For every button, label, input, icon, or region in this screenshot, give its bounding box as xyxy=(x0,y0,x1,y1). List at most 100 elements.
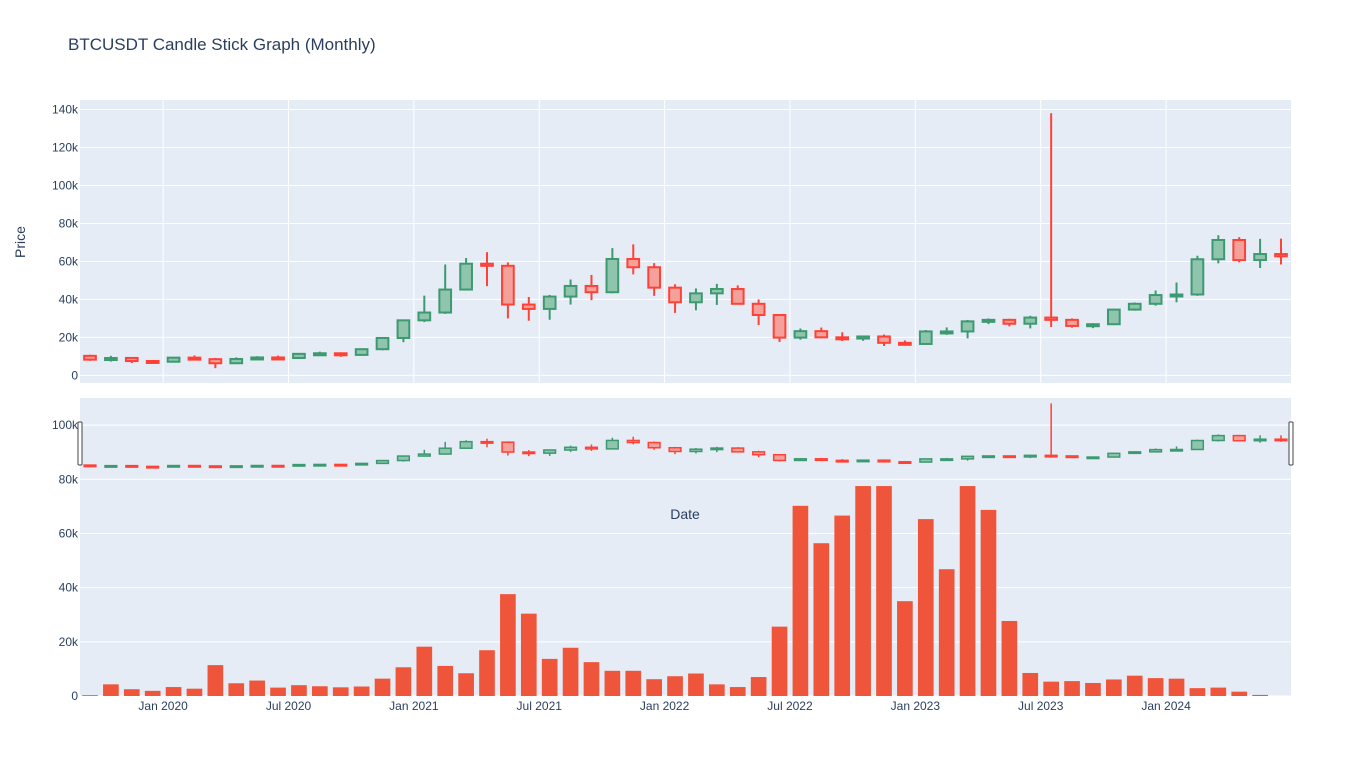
range-slider-left-handle[interactable] xyxy=(77,421,83,466)
mini-candle xyxy=(438,441,452,455)
mini-candle xyxy=(1128,451,1142,455)
mini-candle xyxy=(877,459,891,463)
candle-body xyxy=(856,335,870,340)
mini-candle xyxy=(250,464,264,468)
candle-body xyxy=(960,320,975,333)
candle xyxy=(1065,318,1079,328)
mini-candle-body xyxy=(83,464,97,468)
candle xyxy=(208,357,223,369)
candle-body xyxy=(250,356,265,361)
mini-candle-body xyxy=(877,459,891,463)
volume-y-tick: 60k xyxy=(59,526,79,540)
candle-body xyxy=(438,288,453,314)
volume-bar xyxy=(374,678,391,696)
candle-body xyxy=(375,336,390,351)
mini-candle xyxy=(919,458,933,463)
candle xyxy=(396,319,411,343)
candle xyxy=(814,327,829,339)
mini-candle xyxy=(1253,435,1267,443)
mini-candle xyxy=(146,465,160,469)
volume-bar xyxy=(1001,620,1018,696)
mini-candle xyxy=(668,446,682,455)
candle xyxy=(709,283,724,305)
volume-y-tick-labels: 0 20k 40k 60k 80k 100k xyxy=(52,418,79,703)
volume-bar xyxy=(813,543,830,696)
mini-candle xyxy=(166,464,181,468)
candle-body xyxy=(1274,253,1288,258)
volume-bar xyxy=(583,662,600,696)
mini-candle-body xyxy=(166,464,181,468)
mini-candle xyxy=(1274,435,1288,442)
volume-bar xyxy=(562,647,579,696)
price-candles xyxy=(83,113,1288,369)
candle xyxy=(542,294,557,320)
mini-candle xyxy=(334,463,348,467)
volume-bar xyxy=(938,569,955,696)
candle xyxy=(145,359,160,364)
range-slider-candles xyxy=(83,403,1288,469)
price-y-tick: 80k xyxy=(59,216,79,230)
candle-body xyxy=(709,287,724,295)
mini-candle-body xyxy=(752,451,766,456)
mini-candle-body xyxy=(459,440,473,449)
candle xyxy=(1106,308,1121,326)
candle xyxy=(668,284,682,313)
mini-candle-body xyxy=(375,459,390,465)
candle xyxy=(856,335,870,341)
candle-body xyxy=(668,286,682,304)
candle xyxy=(312,351,327,357)
x-tick: Jan 2023 xyxy=(891,699,941,713)
range-slider-right-handle[interactable] xyxy=(1288,421,1294,466)
mini-candle-body xyxy=(981,455,996,459)
candle-body xyxy=(145,359,160,364)
candle xyxy=(1023,315,1038,329)
candle-body xyxy=(459,262,473,291)
candle xyxy=(501,262,515,319)
volume-bar xyxy=(458,673,474,696)
range-slider-area[interactable] xyxy=(80,398,1291,696)
mini-candle xyxy=(1065,455,1079,459)
price-y-tick: 120k xyxy=(52,140,79,154)
mini-candle xyxy=(229,465,243,469)
candle xyxy=(271,355,285,361)
candle xyxy=(1253,238,1267,268)
candle xyxy=(417,295,432,323)
volume-bar xyxy=(1210,687,1227,696)
mini-candle xyxy=(626,436,640,445)
volume-bar xyxy=(688,673,704,696)
mini-candle-body xyxy=(772,453,787,462)
candle xyxy=(563,279,578,305)
price-y-tick: 100k xyxy=(52,178,79,192)
candle-body xyxy=(563,284,578,298)
mini-candle-body xyxy=(919,458,933,463)
mini-candle-body xyxy=(208,465,222,469)
volume-bar xyxy=(500,594,516,696)
mini-candle xyxy=(793,458,808,462)
candle-body xyxy=(918,330,933,345)
price-y-tick: 0 xyxy=(71,368,78,382)
mini-candle-body xyxy=(731,447,745,453)
mini-candle xyxy=(417,449,431,457)
candle-body xyxy=(501,264,515,306)
candle-body xyxy=(939,330,954,335)
candle xyxy=(333,352,348,357)
x-axis-label: Date xyxy=(670,506,700,522)
candle xyxy=(1169,282,1184,303)
candle xyxy=(354,348,369,356)
candle-body xyxy=(584,284,599,294)
mini-candle-body xyxy=(793,458,808,462)
volume-y-tick: 80k xyxy=(59,472,79,486)
volume-y-tick: 20k xyxy=(59,635,79,649)
mini-candle xyxy=(522,450,536,457)
volume-bar xyxy=(103,684,119,696)
candle-body xyxy=(542,295,557,310)
candle-body xyxy=(1148,294,1163,305)
candle xyxy=(292,352,306,360)
volume-bar xyxy=(729,687,746,696)
candle xyxy=(605,248,620,294)
candle xyxy=(1002,318,1017,327)
candle xyxy=(647,263,662,296)
price-y-tick: 20k xyxy=(59,330,79,344)
volume-bar xyxy=(709,684,725,696)
mini-candle xyxy=(396,455,411,462)
